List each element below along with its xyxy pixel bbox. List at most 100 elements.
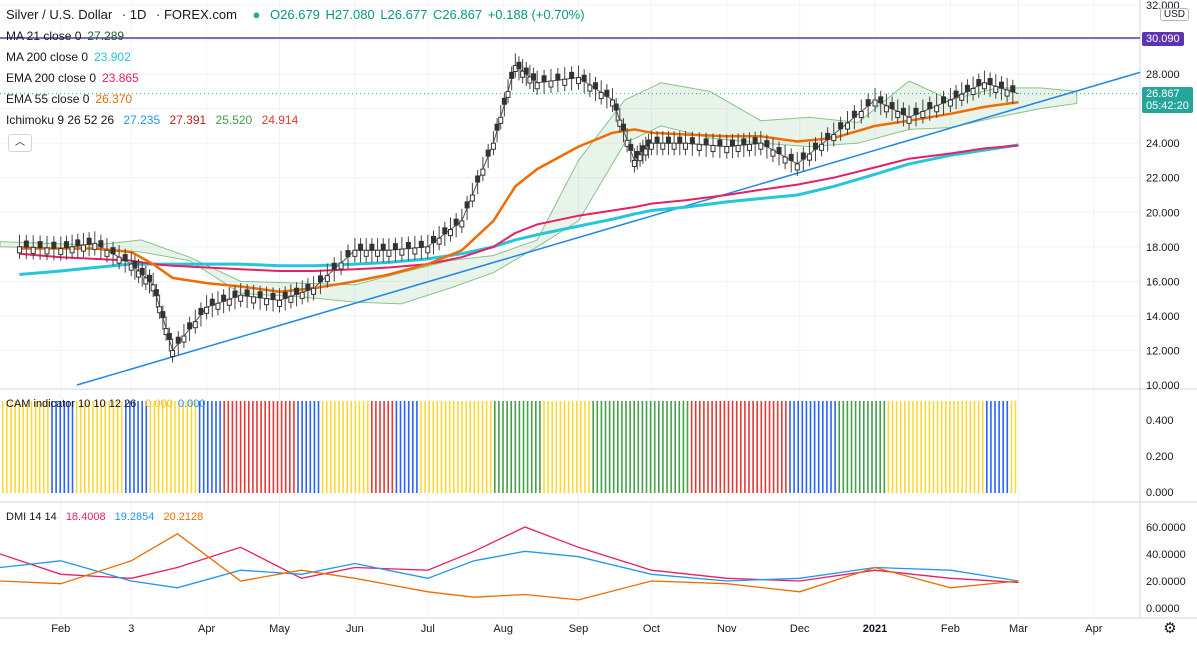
candle-body [1004, 89, 1010, 97]
candle-body [16, 246, 22, 254]
cam-bar [34, 401, 37, 493]
candle-body [643, 148, 649, 156]
candle-body [788, 153, 794, 161]
candle-body [459, 220, 465, 228]
candle-body [44, 247, 50, 255]
dmi-tick-label: 60.0000 [1146, 522, 1186, 534]
candle-body [920, 111, 926, 119]
cam-bar [772, 401, 775, 493]
cam-bar [793, 401, 795, 493]
candle-body [724, 146, 730, 154]
candle-body [964, 84, 970, 92]
time-tick-label: Apr [198, 623, 215, 635]
cam-bar [924, 401, 927, 493]
candle-body [305, 283, 311, 291]
dmi-line-2 [0, 533, 1019, 601]
cam-bar [55, 401, 57, 493]
cam-bar [748, 401, 750, 493]
candle-body [187, 322, 193, 330]
candle-body [752, 137, 758, 145]
cam-tick-label: 0.200 [1146, 451, 1174, 463]
cam-bar [67, 401, 70, 493]
currency-label[interactable]: USD [1159, 8, 1189, 21]
cam-bar [219, 401, 221, 493]
cam-bar [149, 401, 152, 493]
cam-bar [690, 401, 693, 493]
candle-body [604, 89, 610, 97]
candle-body [631, 159, 637, 167]
cam-bar [936, 401, 939, 493]
candle-body [628, 143, 634, 151]
cam-bar [719, 401, 722, 493]
cam-bar [260, 401, 262, 493]
candle-body [782, 156, 788, 164]
candle-body [104, 249, 110, 257]
cam-bar [764, 401, 767, 493]
cam-bar [305, 401, 307, 493]
cam-bar [637, 401, 640, 493]
price-tick-label: 18.000 [1146, 242, 1180, 254]
cam-bar [731, 401, 734, 493]
candle-body [116, 256, 122, 264]
cam-bar [571, 401, 574, 493]
candle-body [232, 290, 238, 298]
cam-bar [682, 401, 685, 493]
legend-ma21[interactable]: MA 21 close 0 27.289 [6, 29, 125, 43]
cam-bar [125, 401, 127, 493]
candle-body [831, 134, 837, 142]
cam-value-1: 0.000 [145, 398, 173, 410]
candle-body [531, 73, 537, 81]
candle-body [703, 138, 709, 146]
legend-ma200[interactable]: MA 200 close 0 23.902 [6, 50, 131, 64]
legend-dmi[interactable]: DMI 14 14 18.4008 19.2854 20.2128 [6, 511, 204, 523]
legend-ichimoku[interactable]: Ichimoku 9 26 52 26 27.235 27.391 25.520… [6, 113, 299, 127]
cam-bar [727, 401, 730, 493]
candle-body [51, 241, 57, 249]
cam-bar [559, 401, 562, 493]
cam-bar [567, 401, 570, 493]
cam-bar [641, 401, 644, 493]
cam-bar [330, 401, 332, 493]
cam-bar [756, 401, 758, 493]
cam-bar [1002, 401, 1004, 493]
cam-bar [608, 401, 611, 493]
legend-ema55[interactable]: EMA 55 close 0 26.370 [6, 92, 133, 106]
candle-body [735, 144, 741, 153]
cam-bar [350, 401, 353, 493]
cam-bar [535, 401, 537, 493]
cam-bar [916, 401, 918, 493]
legend-ema200[interactable]: EMA 200 close 0 23.865 [6, 71, 139, 85]
cam-bar [883, 401, 886, 493]
cam-bar [809, 401, 812, 493]
candle-body [204, 306, 210, 314]
cam-bar [776, 401, 779, 493]
price-tick-label: 20.000 [1146, 207, 1180, 219]
cam-bar [14, 401, 16, 493]
symbol-title[interactable]: Silver / U.S. Dollar · 1D · FOREX.com [6, 7, 237, 22]
candle-body [226, 298, 232, 306]
cam-bar [432, 401, 435, 493]
candle-body [264, 298, 270, 306]
cam-bar [383, 401, 385, 493]
candle-body [352, 249, 358, 257]
candle-body [146, 274, 152, 282]
legend-cam[interactable]: CAM indicator 10 10 12 26 0.000 0.000 [6, 398, 206, 410]
cam-bar [182, 401, 184, 493]
candle-body [75, 239, 81, 247]
cam-bar [580, 401, 582, 493]
candle-body [469, 194, 475, 202]
cam-bar [207, 401, 209, 493]
candle-body [375, 249, 381, 257]
candle-body [1010, 85, 1016, 93]
settings-gear-icon: ⚙ [1163, 620, 1176, 637]
cam-bar [588, 401, 590, 493]
cam-bar [223, 401, 225, 493]
cam-bar [334, 401, 336, 493]
cam-bar [6, 401, 8, 493]
cam-bar [817, 401, 820, 493]
collapse-legend-button[interactable]: ︿ [8, 134, 32, 152]
cam-bar [153, 401, 156, 493]
cam-bar [10, 401, 12, 493]
cam-bar [174, 401, 176, 493]
